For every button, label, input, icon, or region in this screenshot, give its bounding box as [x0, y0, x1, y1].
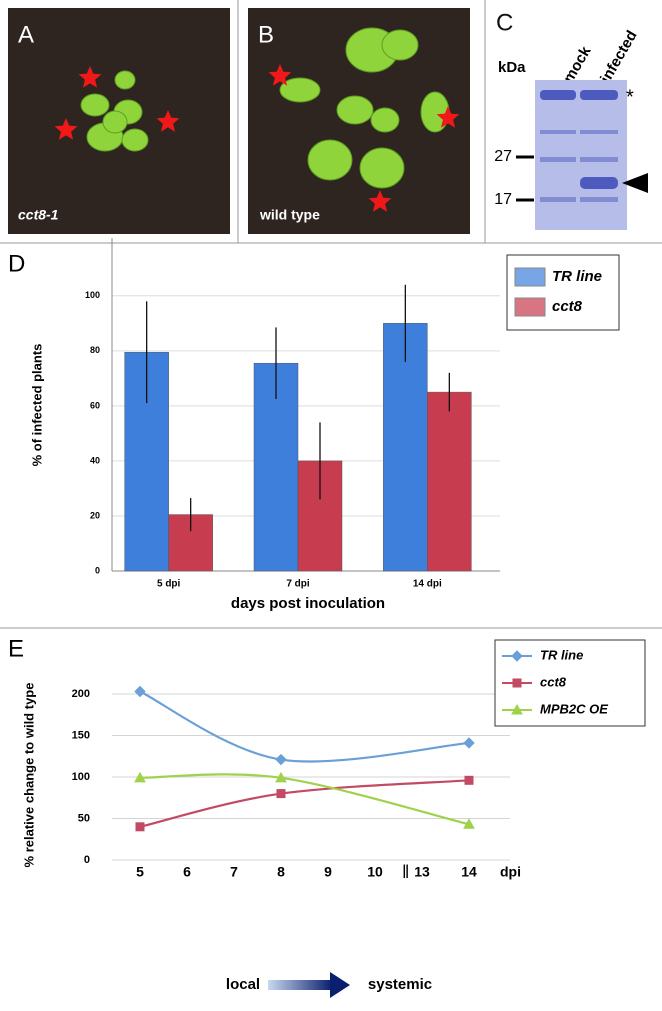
y-tick-label: 100	[85, 290, 100, 300]
legend-swatch	[514, 267, 546, 287]
legend-label: TR line	[552, 268, 602, 285]
y-tick-label: 100	[72, 771, 90, 783]
y-axis-label: % relative change to wild type	[21, 683, 36, 868]
caption: cct8-1	[18, 207, 59, 223]
lane-label: mock	[560, 43, 595, 86]
point	[134, 771, 146, 783]
x-tick-label: 5	[136, 864, 144, 880]
note: *	[626, 86, 634, 108]
caption: wild type	[259, 207, 320, 223]
point	[275, 771, 287, 783]
panel-label: E	[8, 635, 24, 662]
plant	[279, 27, 450, 189]
line	[139, 779, 470, 828]
annotation: local	[226, 976, 260, 993]
legend-label: MPB2C OE	[540, 701, 608, 716]
legend-label: cct8	[540, 674, 567, 689]
bar	[383, 323, 428, 572]
marker-label: 27	[494, 148, 512, 165]
unit-label: kDa	[498, 59, 526, 76]
annotation: systemic	[368, 976, 432, 993]
point	[134, 685, 146, 698]
y-tick-label: 50	[78, 812, 90, 824]
gel	[535, 80, 627, 230]
x-tick-label: 9	[324, 864, 332, 880]
y-tick-label: 80	[90, 345, 100, 355]
x-tick-label: 8	[277, 864, 285, 880]
panel-label: C	[496, 9, 513, 36]
y-tick-label: 0	[84, 854, 90, 866]
legend-marker	[511, 650, 523, 662]
x-axis-label: days post inoculation	[231, 595, 385, 612]
x-tick-label: 10	[367, 864, 383, 880]
y-tick-label: 150	[72, 729, 90, 741]
x-tick-label: 13	[414, 864, 430, 880]
star	[78, 66, 102, 88]
panel-label: B	[258, 21, 274, 48]
point	[276, 789, 286, 799]
star	[54, 118, 78, 140]
lane-label: infected	[597, 28, 640, 86]
point	[463, 737, 475, 749]
line	[139, 690, 470, 763]
x-tick-label: 7 dpi	[286, 579, 310, 590]
legend-label: TR line	[540, 647, 583, 662]
star	[268, 64, 292, 86]
legend-swatch	[514, 297, 546, 317]
y-tick-label: 20	[90, 510, 100, 520]
y-axis-label: % of infected plants	[29, 344, 44, 467]
star	[156, 110, 180, 132]
x-tick-label: 14 dpi	[413, 579, 442, 590]
panel-label: D	[8, 250, 25, 277]
bar	[427, 391, 472, 572]
star	[368, 190, 392, 212]
point	[135, 822, 145, 832]
arrowhead	[622, 173, 648, 193]
point	[463, 818, 475, 829]
x-tick-label: 6	[183, 864, 191, 880]
y-tick-label: 60	[90, 400, 100, 410]
legend-label: cct8	[552, 298, 583, 315]
marker-label: 17	[494, 191, 512, 208]
x-tick-label: 5 dpi	[157, 579, 181, 590]
arrow	[330, 972, 350, 998]
legend-marker	[511, 703, 523, 715]
gel-bands	[540, 90, 618, 202]
x-tick-label: 14	[461, 864, 477, 880]
y-tick-label: 40	[90, 455, 100, 465]
arrow	[268, 980, 332, 990]
axis-break: ‖	[402, 862, 409, 882]
legend-marker	[512, 678, 522, 688]
star	[436, 106, 460, 128]
legend	[506, 254, 620, 331]
x-tick-label: 7	[230, 864, 238, 880]
y-tick-label: 200	[72, 688, 90, 700]
point	[275, 753, 287, 766]
y-tick-label: 0	[95, 565, 100, 575]
plant	[80, 70, 149, 152]
point	[464, 775, 474, 785]
panel-label: A	[18, 21, 34, 48]
x-unit: dpi	[500, 864, 521, 880]
